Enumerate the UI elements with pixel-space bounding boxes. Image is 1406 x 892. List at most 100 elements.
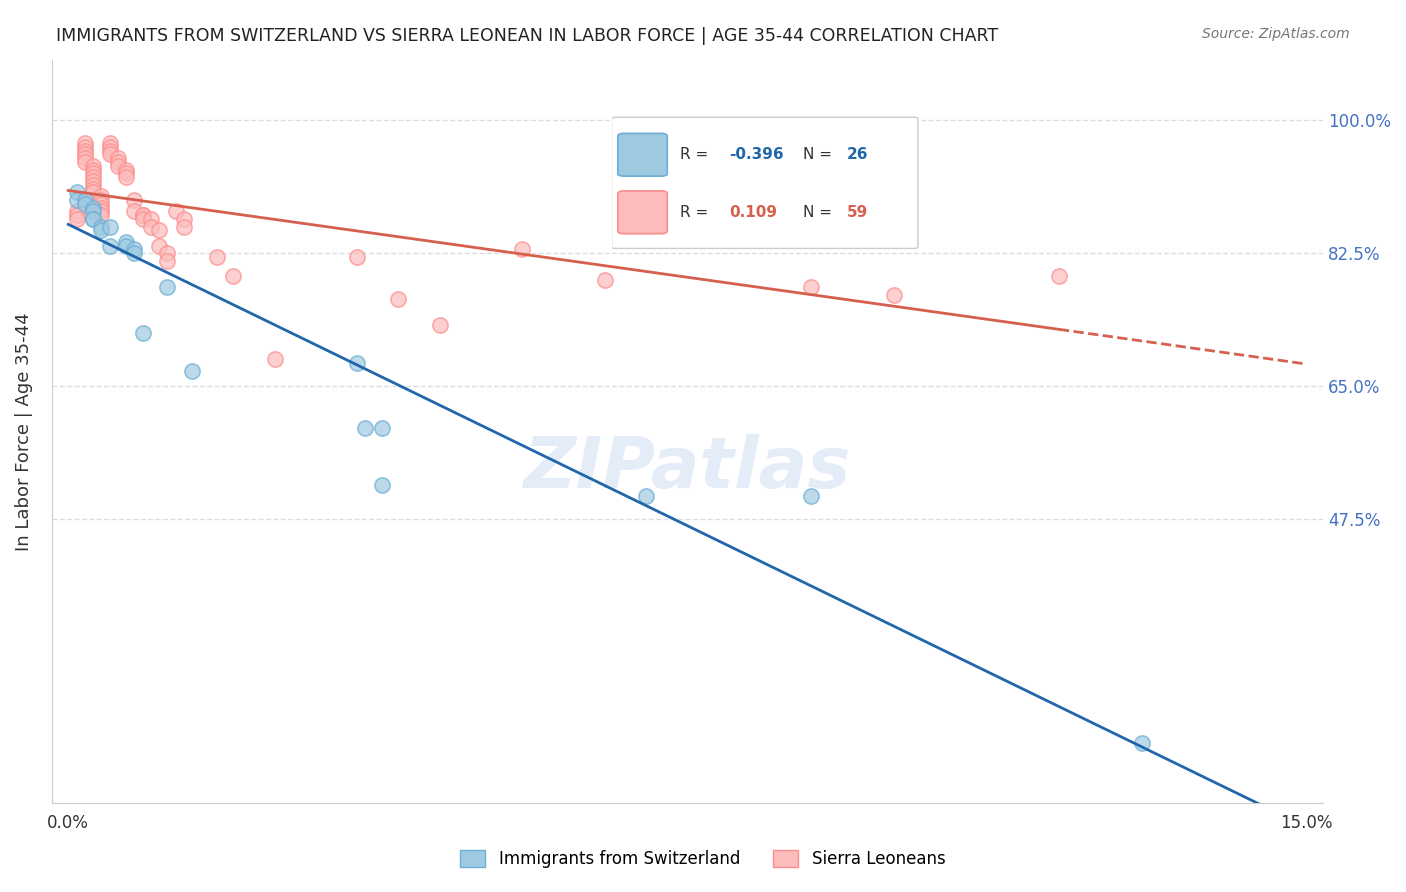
Point (429, 318, 451, 333)
Point (883, 288, 905, 302)
Point (82, 211, 104, 226)
Point (82, 159, 104, 173)
Text: 59: 59 (846, 205, 868, 219)
Point (156, 246, 179, 260)
Point (115, 235, 138, 249)
Point (90, 193, 112, 207)
Point (205, 250, 228, 264)
Point (759, 211, 782, 226)
Point (512, 243, 534, 257)
Text: N =: N = (803, 147, 837, 162)
FancyBboxPatch shape (617, 191, 668, 234)
Text: 0.109: 0.109 (730, 205, 778, 219)
Point (148, 238, 170, 252)
Point (115, 238, 138, 252)
Point (131, 208, 153, 222)
Point (1130, 735, 1153, 749)
Point (124, 246, 146, 260)
Legend: Immigrants from Switzerland, Sierra Leoneans: Immigrants from Switzerland, Sierra Leon… (454, 843, 952, 875)
Point (800, 489, 823, 503)
Point (73, 155, 96, 169)
Point (115, 166, 138, 180)
Point (800, 280, 823, 294)
Point (131, 211, 153, 226)
Text: R =: R = (679, 147, 713, 162)
Point (107, 155, 129, 169)
Point (346, 250, 368, 264)
Point (90, 219, 112, 234)
Point (98, 147, 121, 161)
Point (593, 273, 616, 287)
Point (82, 166, 104, 180)
Point (181, 364, 204, 378)
Point (371, 420, 394, 434)
Point (73, 151, 96, 165)
Point (173, 219, 195, 234)
FancyBboxPatch shape (617, 134, 668, 177)
Point (90, 223, 112, 237)
Point (82, 162, 104, 177)
Point (90, 196, 112, 211)
Point (73, 136, 96, 150)
Point (156, 253, 179, 268)
Text: IMMIGRANTS FROM SWITZERLAND VS SIERRA LEONEAN IN LABOR FORCE | AGE 35-44 CORRELA: IMMIGRANTS FROM SWITZERLAND VS SIERRA LE… (56, 27, 998, 45)
Point (82, 170, 104, 185)
Point (65, 193, 87, 207)
Point (90, 201, 112, 215)
Point (82, 201, 104, 215)
Point (148, 223, 170, 237)
Point (115, 170, 138, 185)
Point (82, 181, 104, 195)
Text: -0.396: -0.396 (730, 147, 783, 162)
Point (65, 204, 87, 219)
Point (346, 356, 368, 370)
Point (73, 196, 96, 211)
Point (82, 186, 104, 200)
Point (82, 178, 104, 192)
Point (387, 292, 409, 306)
Point (82, 204, 104, 219)
Y-axis label: In Labor Force | Age 35-44: In Labor Force | Age 35-44 (15, 312, 32, 550)
Text: N =: N = (803, 205, 837, 219)
Point (73, 144, 96, 158)
Point (1047, 268, 1070, 283)
Point (73, 193, 96, 207)
Point (65, 186, 87, 200)
Point (90, 189, 112, 203)
Point (98, 140, 121, 154)
Point (65, 208, 87, 222)
Point (354, 420, 377, 434)
Point (636, 489, 658, 503)
FancyBboxPatch shape (612, 118, 918, 249)
Point (139, 219, 162, 234)
Point (124, 193, 146, 207)
Point (222, 268, 245, 283)
Point (371, 477, 394, 491)
Point (82, 211, 104, 226)
Point (65, 211, 87, 226)
Point (156, 280, 179, 294)
Point (90, 208, 112, 222)
Text: Source: ZipAtlas.com: Source: ZipAtlas.com (1202, 27, 1350, 41)
Text: R =: R = (679, 205, 713, 219)
Point (131, 326, 153, 340)
Point (82, 174, 104, 188)
Point (98, 238, 121, 252)
Point (98, 136, 121, 150)
Point (124, 243, 146, 257)
Point (165, 204, 187, 219)
Text: 26: 26 (846, 147, 868, 162)
Text: ZIPatlas: ZIPatlas (524, 434, 851, 503)
Point (263, 352, 285, 367)
Point (139, 211, 162, 226)
Point (98, 144, 121, 158)
Point (73, 147, 96, 161)
Point (115, 162, 138, 177)
Point (73, 140, 96, 154)
Point (98, 219, 121, 234)
Point (124, 204, 146, 219)
Point (173, 211, 195, 226)
Point (90, 204, 112, 219)
Point (107, 159, 129, 173)
Point (131, 208, 153, 222)
